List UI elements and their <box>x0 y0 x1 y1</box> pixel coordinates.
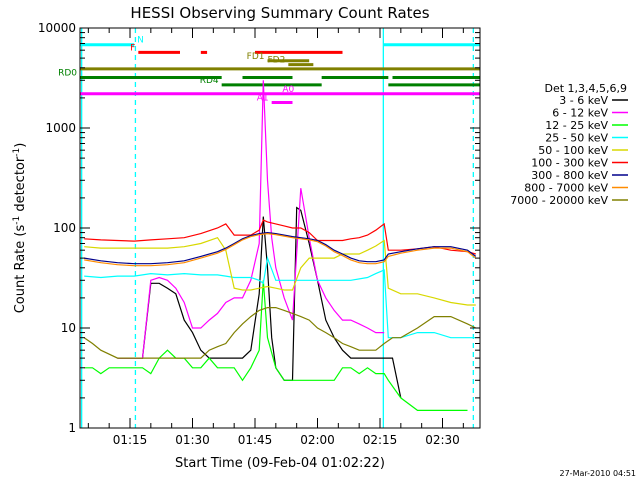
y-tick-label-0: 1 <box>68 421 76 435</box>
flag-label-0: N <box>137 36 144 46</box>
timestamp: 27-Mar-2010 04:51 <box>560 469 637 478</box>
x-tick-label-5: 02:30 <box>425 433 460 447</box>
flag-label-2: FD1 <box>247 52 265 62</box>
y-axis-label: Count Rate (s-1 detector-1) <box>12 143 28 314</box>
legend-label-2: 12 - 25 keV <box>545 119 608 132</box>
x-axis: 01:15 01:30 01:45 02:00 02:15 02:30 <box>87 28 464 447</box>
y-label-mid: detector <box>13 156 28 216</box>
y-label-main: Count Rate (s <box>13 225 28 314</box>
y-label-sup1: -1 <box>12 216 22 225</box>
series-line-7 <box>84 232 477 267</box>
chart-title: HESSI Observing Summary Count Rates <box>130 4 429 22</box>
series-line-2 <box>84 280 468 411</box>
legend-label-6: 300 - 800 keV <box>531 169 608 182</box>
series-line-5 <box>84 219 476 255</box>
series-line-4 <box>84 236 476 306</box>
legend-label-1: 6 - 12 keV <box>552 107 608 120</box>
legend-label-3: 25 - 50 keV <box>545 132 608 145</box>
series-line-3 <box>84 255 476 339</box>
y-axis: 1 10 100 1000 10000 <box>38 21 480 435</box>
y-label-end: ) <box>13 143 28 148</box>
series-line-6 <box>84 231 477 265</box>
legend-label-4: 50 - 100 keV <box>538 144 608 157</box>
flag-label-7: A0 <box>282 85 294 95</box>
series-lines <box>83 80 477 411</box>
series-line-1 <box>117 80 385 359</box>
series-line-0 <box>117 206 402 399</box>
y-tick-label-3: 1000 <box>45 121 76 135</box>
legend-label-5: 100 - 300 keV <box>531 157 608 170</box>
x-axis-label: Start Time (09-Feb-04 01:02:22) <box>175 456 385 471</box>
flag-label-6: RD4 <box>200 76 219 86</box>
series-line-8 <box>83 307 477 359</box>
x-tick-label-4: 02:15 <box>363 433 398 447</box>
legend-label-8: 7000 - 20000 keV <box>510 194 608 207</box>
x-tick-label-1: 01:30 <box>175 433 210 447</box>
y-tick-label-4: 10000 <box>38 21 76 35</box>
x-tick-label-2: 01:45 <box>238 433 273 447</box>
x-tick-label-0: 01:15 <box>113 433 148 447</box>
flag-label-5: RD0 <box>58 68 77 78</box>
legend-label-0: 3 - 6 keV <box>559 94 608 107</box>
x-tick-label-3: 02:00 <box>300 433 335 447</box>
flag-label-3: FD2 <box>267 56 285 66</box>
y-label-sup2: -1 <box>12 148 22 157</box>
legend-label-7: 800 - 7000 keV <box>524 182 608 195</box>
y-tick-label-2: 100 <box>53 221 76 235</box>
flag-label-1: F <box>130 43 135 53</box>
y-tick-label-1: 10 <box>61 321 76 335</box>
legend-title: Det 1,3,4,5,6,9 <box>544 82 627 95</box>
